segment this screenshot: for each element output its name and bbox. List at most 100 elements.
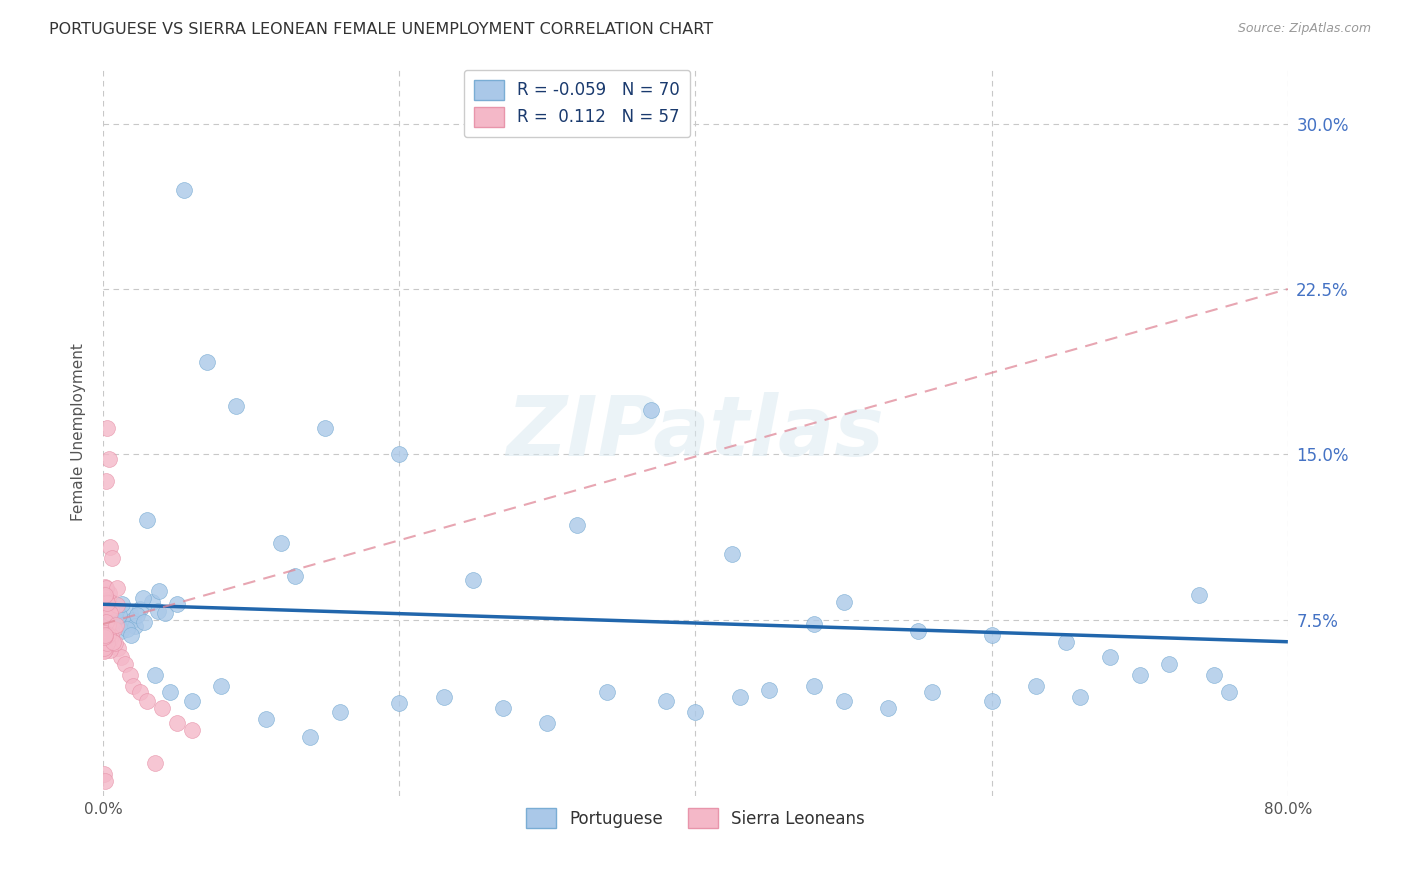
Point — [166, 597, 188, 611]
Point — [107, 641, 129, 656]
Point — [685, 706, 707, 720]
Point — [94, 626, 117, 640]
Point — [1025, 679, 1047, 693]
Point — [118, 606, 141, 620]
Point — [107, 615, 129, 629]
Point — [121, 679, 143, 693]
Point — [96, 635, 118, 649]
Point — [980, 694, 1002, 708]
Point — [96, 421, 118, 435]
Point — [1054, 634, 1077, 648]
Point — [195, 355, 218, 369]
Point — [96, 600, 118, 615]
Point — [270, 535, 292, 549]
Point — [136, 514, 159, 528]
Point — [655, 694, 678, 708]
Point — [536, 716, 558, 731]
Point — [180, 723, 202, 737]
Point — [94, 773, 117, 788]
Point — [97, 628, 120, 642]
Point — [114, 617, 136, 632]
Point — [104, 636, 127, 650]
Point — [129, 601, 152, 615]
Point — [97, 618, 120, 632]
Point — [209, 679, 232, 693]
Point — [96, 610, 118, 624]
Point — [284, 568, 307, 582]
Point — [98, 540, 121, 554]
Point — [94, 580, 117, 594]
Point — [93, 640, 115, 655]
Point — [141, 595, 163, 609]
Point — [492, 701, 515, 715]
Point — [132, 591, 155, 605]
Point — [98, 606, 121, 620]
Point — [93, 767, 115, 781]
Point — [93, 644, 115, 658]
Point — [93, 630, 115, 644]
Point — [97, 451, 120, 466]
Point — [388, 697, 411, 711]
Point — [129, 685, 152, 699]
Y-axis label: Female Unemployment: Female Unemployment — [72, 343, 86, 521]
Point — [93, 586, 115, 600]
Point — [103, 622, 125, 636]
Point — [1069, 690, 1091, 704]
Point — [803, 617, 825, 632]
Point — [110, 650, 132, 665]
Point — [173, 183, 195, 197]
Point — [640, 403, 662, 417]
Point — [105, 604, 128, 618]
Point — [100, 629, 122, 643]
Point — [907, 624, 929, 638]
Point — [832, 694, 855, 708]
Point — [96, 581, 118, 595]
Point — [120, 628, 142, 642]
Point — [121, 613, 143, 627]
Text: Source: ZipAtlas.com: Source: ZipAtlas.com — [1237, 22, 1371, 36]
Point — [1129, 668, 1152, 682]
Point — [115, 622, 138, 636]
Point — [96, 597, 118, 611]
Point — [94, 615, 117, 629]
Point — [101, 551, 124, 566]
Point — [463, 573, 485, 587]
Point — [980, 628, 1002, 642]
Point — [166, 716, 188, 731]
Point — [595, 685, 617, 699]
Point — [299, 730, 322, 744]
Point — [94, 591, 117, 605]
Point — [921, 685, 943, 699]
Point — [1188, 589, 1211, 603]
Point — [94, 628, 117, 642]
Point — [111, 597, 134, 611]
Text: PORTUGUESE VS SIERRA LEONEAN FEMALE UNEMPLOYMENT CORRELATION CHART: PORTUGUESE VS SIERRA LEONEAN FEMALE UNEM… — [49, 22, 713, 37]
Point — [225, 399, 247, 413]
Point — [94, 587, 117, 601]
Point — [98, 632, 121, 646]
Point — [100, 602, 122, 616]
Point — [758, 683, 780, 698]
Point — [96, 636, 118, 650]
Point — [125, 608, 148, 623]
Point — [114, 657, 136, 671]
Point — [1159, 657, 1181, 671]
Point — [254, 712, 277, 726]
Point — [432, 690, 454, 704]
Point — [98, 586, 121, 600]
Point — [93, 630, 115, 644]
Point — [877, 701, 900, 715]
Point — [118, 668, 141, 682]
Point — [153, 606, 176, 620]
Point — [146, 604, 169, 618]
Point — [93, 641, 115, 656]
Point — [728, 690, 751, 704]
Point — [803, 679, 825, 693]
Point — [1218, 685, 1240, 699]
Point — [104, 617, 127, 632]
Point — [150, 701, 173, 715]
Point — [96, 596, 118, 610]
Point — [148, 584, 170, 599]
Point — [159, 685, 181, 699]
Point — [1202, 668, 1225, 682]
